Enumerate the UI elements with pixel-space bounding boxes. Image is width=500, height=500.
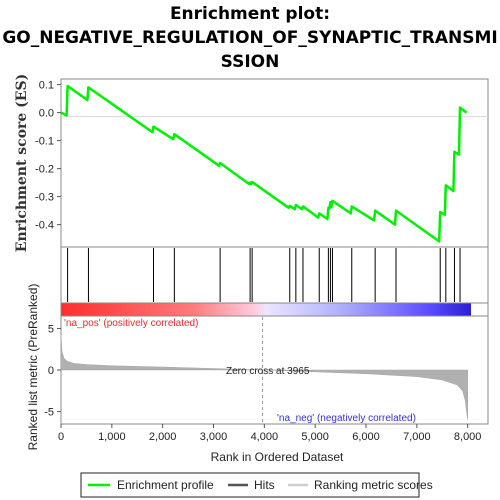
legend-ranking-metric-label: Ranking metric scores xyxy=(314,478,433,492)
neg-label: 'na_neg' (negatively correlated) xyxy=(277,413,416,424)
es-y-tick-label: -0.4 xyxy=(35,220,54,232)
pos-label: 'na_pos' (positively correlated) xyxy=(64,318,198,329)
legend-hits-label: Hits xyxy=(254,478,275,492)
enrichment-profile-line xyxy=(60,84,468,243)
legend: Enrichment profile Hits Ranking metric s… xyxy=(80,472,433,498)
ranked-metric-area xyxy=(60,335,468,420)
zero-cross-label: Zero cross at 3965 xyxy=(226,366,310,377)
metric-y-tick-label: 0 xyxy=(48,365,54,377)
hits-marks xyxy=(67,248,461,302)
x-axis-label: Rank in Ordered Dataset xyxy=(211,450,344,464)
metric-y-tick-label: 5 xyxy=(48,323,54,335)
x-tick-label: 7,000 xyxy=(403,431,431,443)
title-line-1: Enrichment plot: xyxy=(169,4,331,24)
es-panel-frame xyxy=(60,78,489,248)
metric-y-axis-label: Ranked list metric (PreRanked) xyxy=(26,284,40,451)
metric-y-tick-label: -5 xyxy=(44,407,54,419)
es-y-axis-label: Enrichment score (ES) xyxy=(14,74,30,252)
x-tick-label: 0 xyxy=(58,431,64,443)
x-tick-label: 8,000 xyxy=(454,431,482,443)
es-y-ticks: 0.1 0.0 -0.1 -0.2 -0.3 -0.4 xyxy=(35,80,61,232)
title-line-2: GO_NEGATIVE_REGULATION_OF_SYNAPTIC_TRANS… xyxy=(2,28,498,48)
x-tick-label: 2,000 xyxy=(149,431,177,443)
es-y-tick-label: -0.1 xyxy=(35,136,54,148)
x-tick-label: 4,000 xyxy=(251,431,279,443)
es-y-tick-label: -0.2 xyxy=(35,164,54,176)
hits-panel-frame xyxy=(60,246,489,304)
es-y-tick-label: -0.3 xyxy=(35,192,54,204)
x-tick-label: 1,000 xyxy=(98,431,126,443)
title-line-3: SSION xyxy=(220,52,280,72)
x-axis-ticks: 0 1,000 2,000 3,000 4,000 5,000 6,000 7,000 8,00… xyxy=(58,424,481,443)
legend-enrichment-profile-label: Enrichment profile xyxy=(117,478,214,492)
chart-title: Enrichment plot: GO_NEGATIVE_REGULATION_… xyxy=(0,2,500,74)
x-tick-label: 5,000 xyxy=(301,431,329,443)
es-y-tick-label: 0.1 xyxy=(39,80,54,92)
rank-color-bar xyxy=(61,303,471,316)
metric-y-ticks: 5 0 -5 xyxy=(44,323,61,419)
legend-frame xyxy=(80,472,420,498)
x-tick-label: 3,000 xyxy=(200,431,228,443)
x-tick-label: 6,000 xyxy=(352,431,380,443)
es-y-tick-label: 0.0 xyxy=(39,108,54,120)
